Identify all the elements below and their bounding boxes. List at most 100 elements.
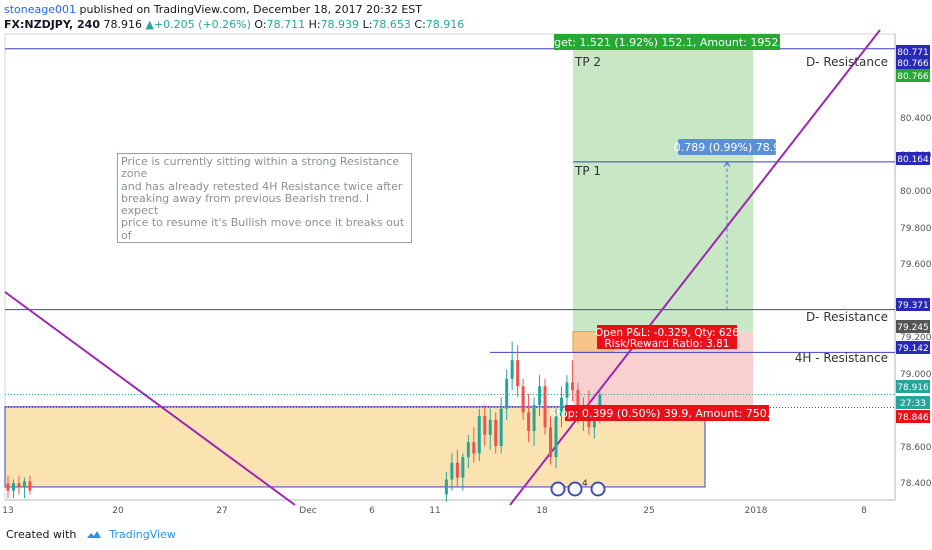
candle-body: [570, 382, 574, 391]
x-tick-label: 20: [112, 506, 124, 516]
pnl-tag: [597, 325, 737, 349]
price-tag: [896, 298, 930, 311]
bullish-trendline: [509, 29, 881, 506]
candle-body: [17, 483, 21, 487]
open-label: O:: [254, 18, 267, 31]
x-tick-label: 8: [861, 506, 867, 516]
candle-body: [472, 442, 476, 454]
x-tick-label: 18: [536, 506, 548, 516]
high-label: H:: [308, 18, 321, 31]
candle-body: [499, 408, 503, 446]
candle-body: [576, 390, 580, 417]
event-marker-icon: [567, 481, 583, 497]
pnl-label: Open P&L: -0.329, Qty: 626: [595, 327, 739, 339]
y-tick-label: 78.600: [900, 443, 932, 453]
publish-line: stoneage001 published on TradingView.com…: [4, 3, 422, 16]
price-chart[interactable]: 0.789 (0.99%) 78.9 Target: 1.521 (1.92%) …: [0, 0, 932, 525]
price-tag-label: 79.371: [897, 301, 929, 311]
analysis-note[interactable]: Price is currently sitting within a stro…: [117, 153, 412, 243]
y-tick-label: 80.000: [900, 187, 932, 197]
candle-body: [22, 481, 26, 487]
candle-body: [516, 360, 520, 387]
candle-body: [444, 479, 448, 495]
candle-body: [532, 404, 536, 432]
low-label: L:: [362, 18, 373, 31]
close-label: C:: [414, 18, 426, 31]
y-tick-label: 80.400: [900, 114, 932, 124]
stop-tag: [565, 405, 769, 421]
publish-info: published on TradingView.com, December 1…: [76, 3, 422, 16]
ohlc-line: FX:NZDJPY, 240 78.916 ▲+0.205 (+0.26%) O…: [4, 18, 464, 31]
x-tick-label: 6: [369, 506, 375, 516]
measure-tag: [678, 139, 776, 155]
created-with: Created with: [6, 528, 77, 541]
price-tag: [896, 152, 930, 165]
candle-body: [28, 481, 32, 491]
candle-body: [559, 397, 563, 417]
price-tag-label: 79.142: [897, 344, 929, 354]
event-marker-icon: [550, 481, 566, 497]
y-tick-label: 79.800: [900, 224, 932, 234]
price-tag-label: 80.766: [897, 59, 929, 69]
open-value: 78.711: [266, 18, 306, 31]
candle-body: [6, 483, 10, 491]
high-value: 78.939: [320, 18, 360, 31]
price-tag-label: 78.846: [897, 413, 929, 423]
level-label: D- Resistance: [806, 55, 888, 69]
x-tick-label: 27: [216, 506, 227, 516]
candle-body: [461, 457, 465, 478]
candle-body: [510, 360, 514, 379]
measure-arrow-icon: [723, 160, 731, 168]
y-tick-label: 79.200: [900, 333, 932, 343]
price-tag: [896, 56, 930, 69]
footer: Created with TradingView: [6, 528, 176, 541]
level-label: 4H - Resistance: [795, 351, 888, 365]
price-tag-label: 27:33: [900, 399, 926, 409]
tradingview-logo-icon: [86, 531, 101, 538]
tradingview-link[interactable]: TradingView: [109, 528, 176, 541]
level-label: TP 2: [574, 55, 601, 69]
price-tag: [896, 45, 930, 58]
candle-body: [554, 416, 558, 458]
x-tick-label: 2018: [745, 506, 768, 516]
candle-body: [477, 416, 481, 454]
x-tick-label: 13: [2, 506, 13, 516]
x-tick-label: 25: [643, 506, 654, 516]
price-tag-label: 78.916: [897, 383, 929, 393]
candle-body: [11, 483, 15, 491]
price-tag: [896, 380, 930, 393]
candle-body: [483, 416, 487, 435]
candle-body: [598, 394, 602, 413]
candle-body: [549, 427, 553, 458]
candle-body: [538, 386, 542, 405]
price-tag: [896, 410, 930, 423]
price-tag: [896, 396, 930, 409]
price-tag-label: 80.164: [897, 155, 929, 165]
up-arrow-icon: ▲: [145, 18, 154, 31]
price-tag: [896, 69, 930, 82]
price-change: +0.205 (+0.26%): [153, 18, 251, 31]
level-label: D- Resistance: [806, 310, 888, 324]
price-tag: [896, 320, 930, 333]
target-tag: [554, 34, 780, 50]
price-tag-label: 80.771: [897, 48, 929, 58]
author-link[interactable]: stoneage001: [4, 3, 76, 16]
rr-label: Risk/Reward Ratio: 3.81: [605, 338, 730, 350]
y-tick-label: 79.000: [900, 370, 932, 380]
candle-body: [521, 386, 525, 413]
price-tag: [896, 341, 930, 354]
price-tag-label: 80.766: [897, 72, 929, 82]
candle-body: [455, 462, 459, 478]
x-tick-label: 11: [429, 506, 440, 516]
candle-body: [450, 462, 454, 480]
measure-label: 0.789 (0.99%) 78.9: [674, 141, 781, 154]
candle-body: [466, 442, 470, 458]
price-tag-label: 79.245: [897, 323, 929, 333]
bearish-trendline: [4, 291, 296, 506]
x-tick-label: Dec: [299, 506, 316, 516]
close-value: 78.916: [425, 18, 465, 31]
candle-body: [494, 419, 498, 446]
low-value: 78.653: [372, 18, 411, 31]
candle-body: [505, 378, 509, 409]
